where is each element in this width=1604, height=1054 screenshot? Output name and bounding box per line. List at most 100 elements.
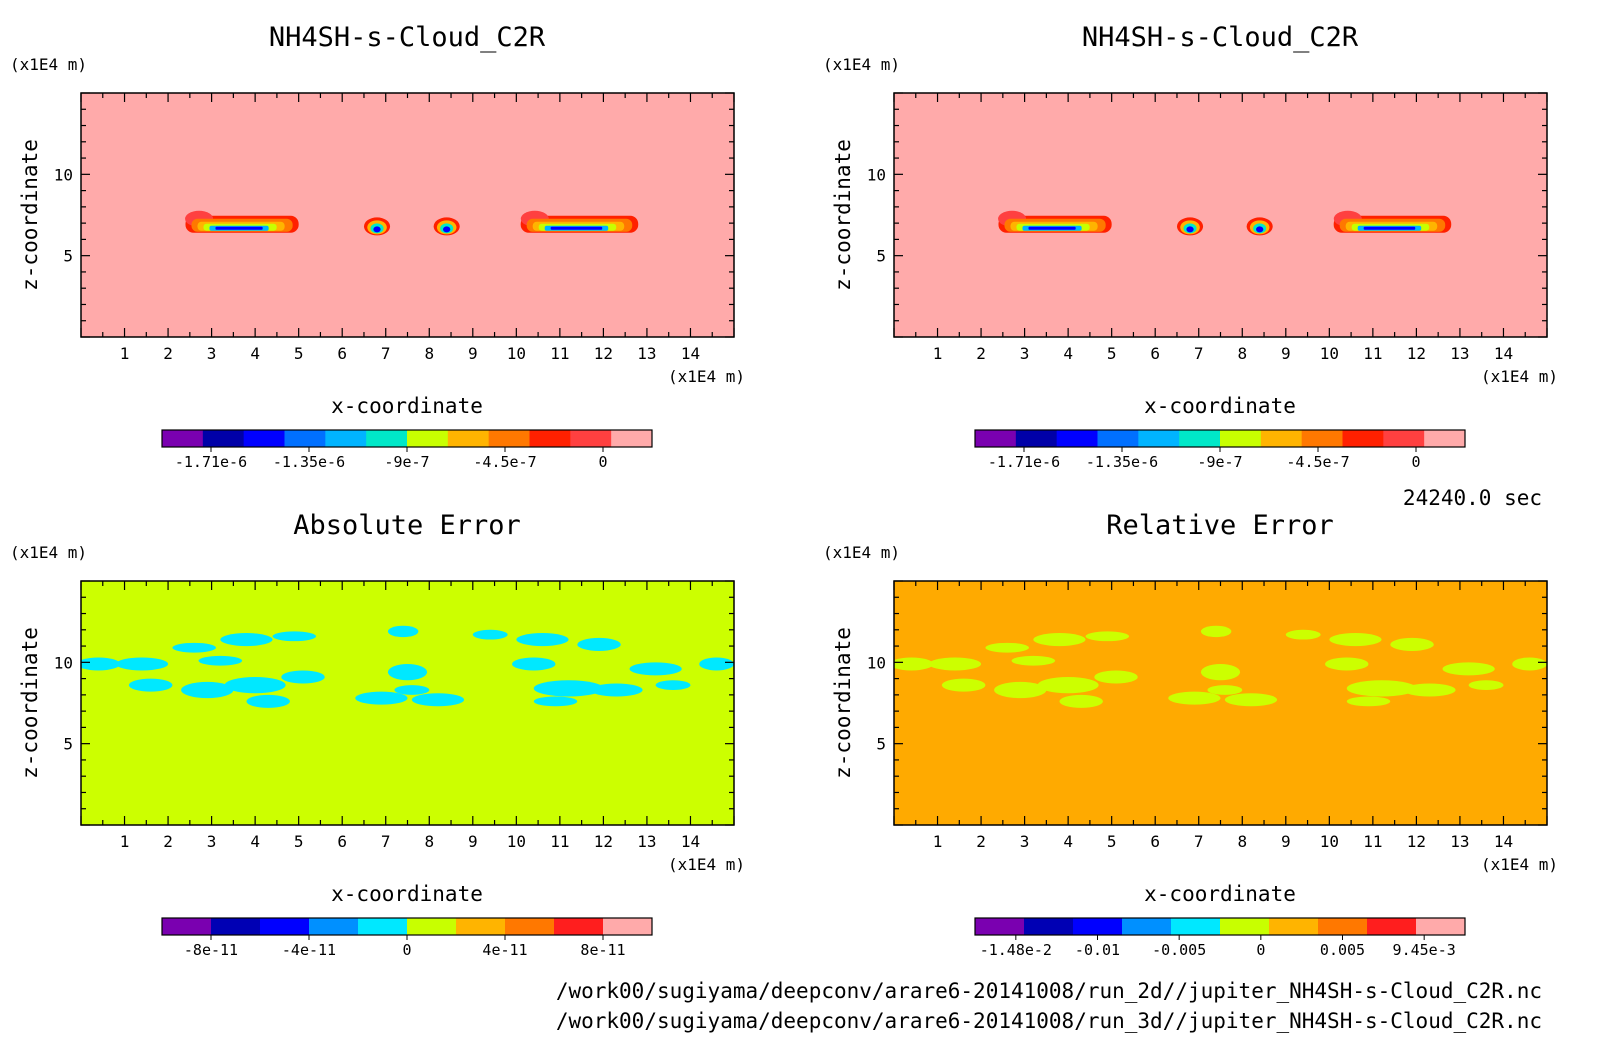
chart-title: Absolute Error [293,510,521,541]
plot-background [894,93,1547,337]
error-region [629,662,682,676]
x-unit-label: (x1E4 m) [1481,367,1558,386]
colorbar-label: -4.5e-7 [473,453,536,471]
x-tick-label: 9 [1281,832,1291,851]
colorbar-label: -4e-11 [282,941,336,959]
error-region [355,691,408,705]
x-tick-label: 5 [1107,832,1117,851]
colorbar-segment [1122,918,1172,935]
plot-area [998,210,1452,236]
error-region [81,657,121,671]
error-region [1011,655,1056,666]
colorbar-label: -1.71e-6 [988,453,1060,471]
z-tick-label: 10 [867,653,886,672]
error-region [1033,633,1086,647]
error-region [655,680,691,690]
file-path-1: /work00/sugiyama/deepconv/arare6-2014100… [556,979,1542,1003]
x-tick-label: 5 [294,344,304,363]
error-region [1346,680,1417,697]
error-region [220,633,273,647]
chart-panel-3: Absolute Error (x1E4 m) (x1E4 m) x-coordina… [10,510,745,959]
plot-area [185,210,639,236]
error-region [577,637,621,651]
colorbar-label: -1.35e-6 [1086,453,1158,471]
colorbar-segment [611,430,653,447]
colorbar-segment [325,430,367,447]
colorbar-frame [974,917,1466,936]
x-tick-label: 3 [1020,344,1030,363]
z-tick-label: 10 [867,165,886,184]
contour-band [550,226,603,230]
x-tick-label: 9 [1281,344,1291,363]
x-tick-label: 10 [507,344,526,363]
y-axis-label: z-coordinate [18,627,42,779]
error-region [928,657,982,671]
x-tick-label: 13 [1450,832,1469,851]
error-region [1037,676,1099,694]
x-tick-label: 3 [207,344,217,363]
colorbar-segment [202,430,245,447]
x-tick-label: 12 [1407,344,1426,363]
x-tick-label: 3 [1020,832,1030,851]
x-tick-label: 1 [933,832,943,851]
error-region [1442,662,1495,676]
contour-band [1028,226,1076,230]
colorbar-segment [554,918,604,935]
colorbar-label: 0 [598,453,607,471]
plot-background [894,581,1547,825]
x-tick-label: 13 [1450,344,1469,363]
colorbar-segment [505,918,555,935]
error-region [1390,637,1434,651]
x-tick-label: 2 [163,344,173,363]
colorbar-segment [603,918,653,935]
error-region [224,676,286,694]
colorbar-segment [1260,430,1303,447]
colorbar-label: -9e-7 [384,453,429,471]
x-axis-label: x-coordinate [331,882,483,906]
error-region [1285,629,1321,640]
plot-background [81,581,734,825]
chart-panel-1: NH4SH-s-Cloud_C2R (x1E4 m) (x1E4 m) x-coord… [10,22,745,471]
x-unit-label: (x1E4 m) [668,855,745,874]
x-tick-label: 11 [550,344,569,363]
error-region [1207,685,1243,695]
error-region [533,680,604,697]
x-tick-label: 2 [976,344,986,363]
error-region [198,655,243,666]
x-tick-label: 14 [1494,344,1513,363]
colorbar-segment [447,430,490,447]
x-tick-label: 13 [637,832,656,851]
x-axis-label: x-coordinate [1144,882,1296,906]
x-tick-label: 6 [1150,344,1160,363]
colorbar-segment [162,918,212,935]
error-region [1168,691,1221,705]
x-tick-label: 8 [424,344,434,363]
x-tick-label: 9 [468,832,478,851]
z-unit-label: (x1E4 m) [823,55,900,74]
contour-band [1186,226,1194,233]
x-tick-label: 4 [1063,832,1073,851]
x-tick-label: 8 [1237,344,1247,363]
colorbar-segment [358,918,408,935]
colorbar-label: 8e-11 [580,941,625,959]
error-region [1468,680,1504,690]
cloud-feature [1333,210,1452,233]
error-region [394,685,430,695]
x-tick-label: 11 [1363,344,1382,363]
colorbar-segment [1138,430,1180,447]
colorbar-segment [162,430,204,447]
colorbar-segment [1015,430,1058,447]
x-tick-label: 4 [250,832,260,851]
error-region [1059,694,1103,708]
z-unit-label: (x1E4 m) [823,543,900,562]
colorbar-segment [1367,918,1417,935]
x-tick-label: 7 [381,344,391,363]
x-tick-label: 1 [120,344,130,363]
x-tick-label: 5 [1107,344,1117,363]
x-tick-label: 7 [381,832,391,851]
colorbar-segment [211,918,261,935]
plot-background [81,93,734,337]
cloud-feature [1176,217,1204,236]
z-tick-label: 5 [63,735,73,754]
